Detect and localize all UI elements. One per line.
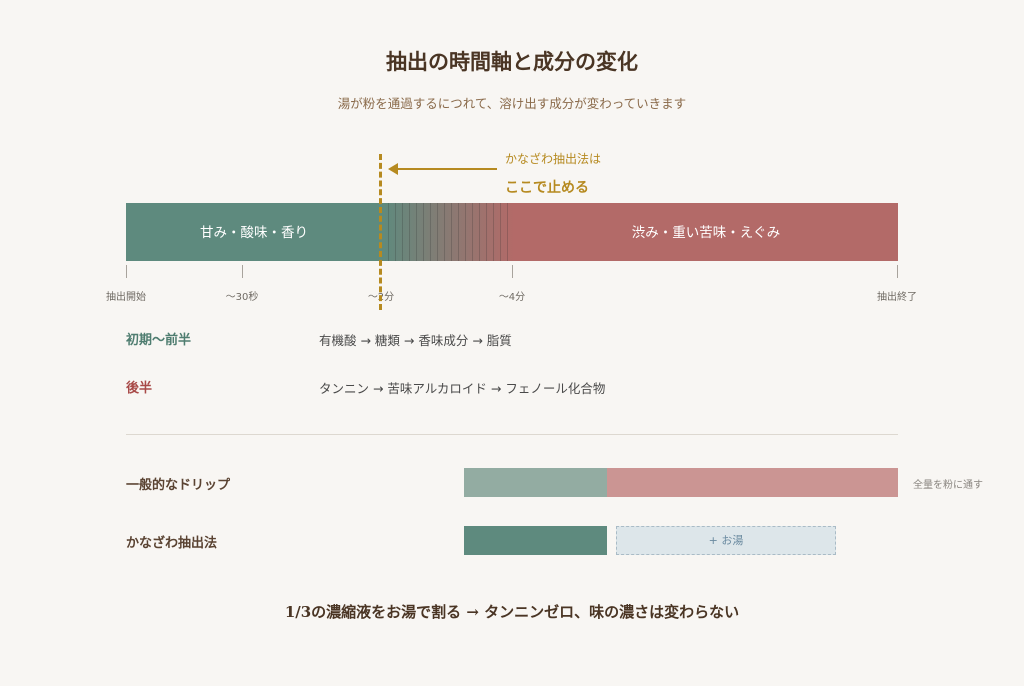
general-drip-note: 全量を粉に通す [913, 480, 983, 491]
phase-early-label: 初期〜前半 [126, 333, 192, 348]
stop-annotation-line1: かなざわ抽出法は [505, 152, 602, 166]
tick-mark [242, 265, 243, 278]
early-flavor-label: 甘み・酸味・香り [200, 225, 308, 241]
kanazawa-concentrate-bar [464, 526, 607, 555]
tick-label-4min: 〜4分 [498, 292, 526, 303]
kanazawa-method-label: かなざわ抽出法 [126, 536, 218, 551]
tick-label-end: 抽出終了 [877, 292, 917, 303]
conclusion-text: 1/3の濃縮液をお湯で割る → タンニンゼロ、味の濃さは変わらない [284, 603, 740, 621]
general-drip-label: 一般的なドリップ [126, 478, 231, 493]
arrow-head-icon [388, 163, 398, 175]
phase-late-label: 後半 [126, 381, 153, 396]
tick-mark [512, 265, 513, 278]
page-title: 抽出の時間軸と成分の変化 [386, 49, 638, 74]
phase-late-components: タンニン → 苦味アルカロイド → フェノール化合物 [319, 381, 606, 396]
tick-label-start: 抽出開始 [106, 292, 146, 303]
add-hot-water-box: + お湯 [616, 526, 836, 555]
section-divider [126, 434, 898, 435]
stop-annotation-line2: ここで止める [505, 180, 589, 196]
general-early-bar [464, 468, 607, 497]
phase-early-components: 有機酸 → 糖類 → 香味成分 → 脂質 [319, 333, 512, 348]
tick-mark [897, 265, 898, 278]
stop-point-marker [379, 154, 382, 310]
timeline-early-segment [126, 203, 382, 261]
page-subtitle: 湯が粉を通過するにつれて、溶け出す成分が変わっていきます [337, 96, 687, 111]
late-flavor-label: 渋み・重い苦味・えぐみ [631, 225, 781, 241]
tick-label-30s: 〜30秒 [225, 292, 259, 303]
general-late-bar [607, 468, 898, 497]
timeline-transition-segment [382, 203, 514, 261]
arrow-left-icon [395, 168, 497, 170]
tick-mark [126, 265, 127, 278]
timeline-late-segment [514, 203, 898, 261]
